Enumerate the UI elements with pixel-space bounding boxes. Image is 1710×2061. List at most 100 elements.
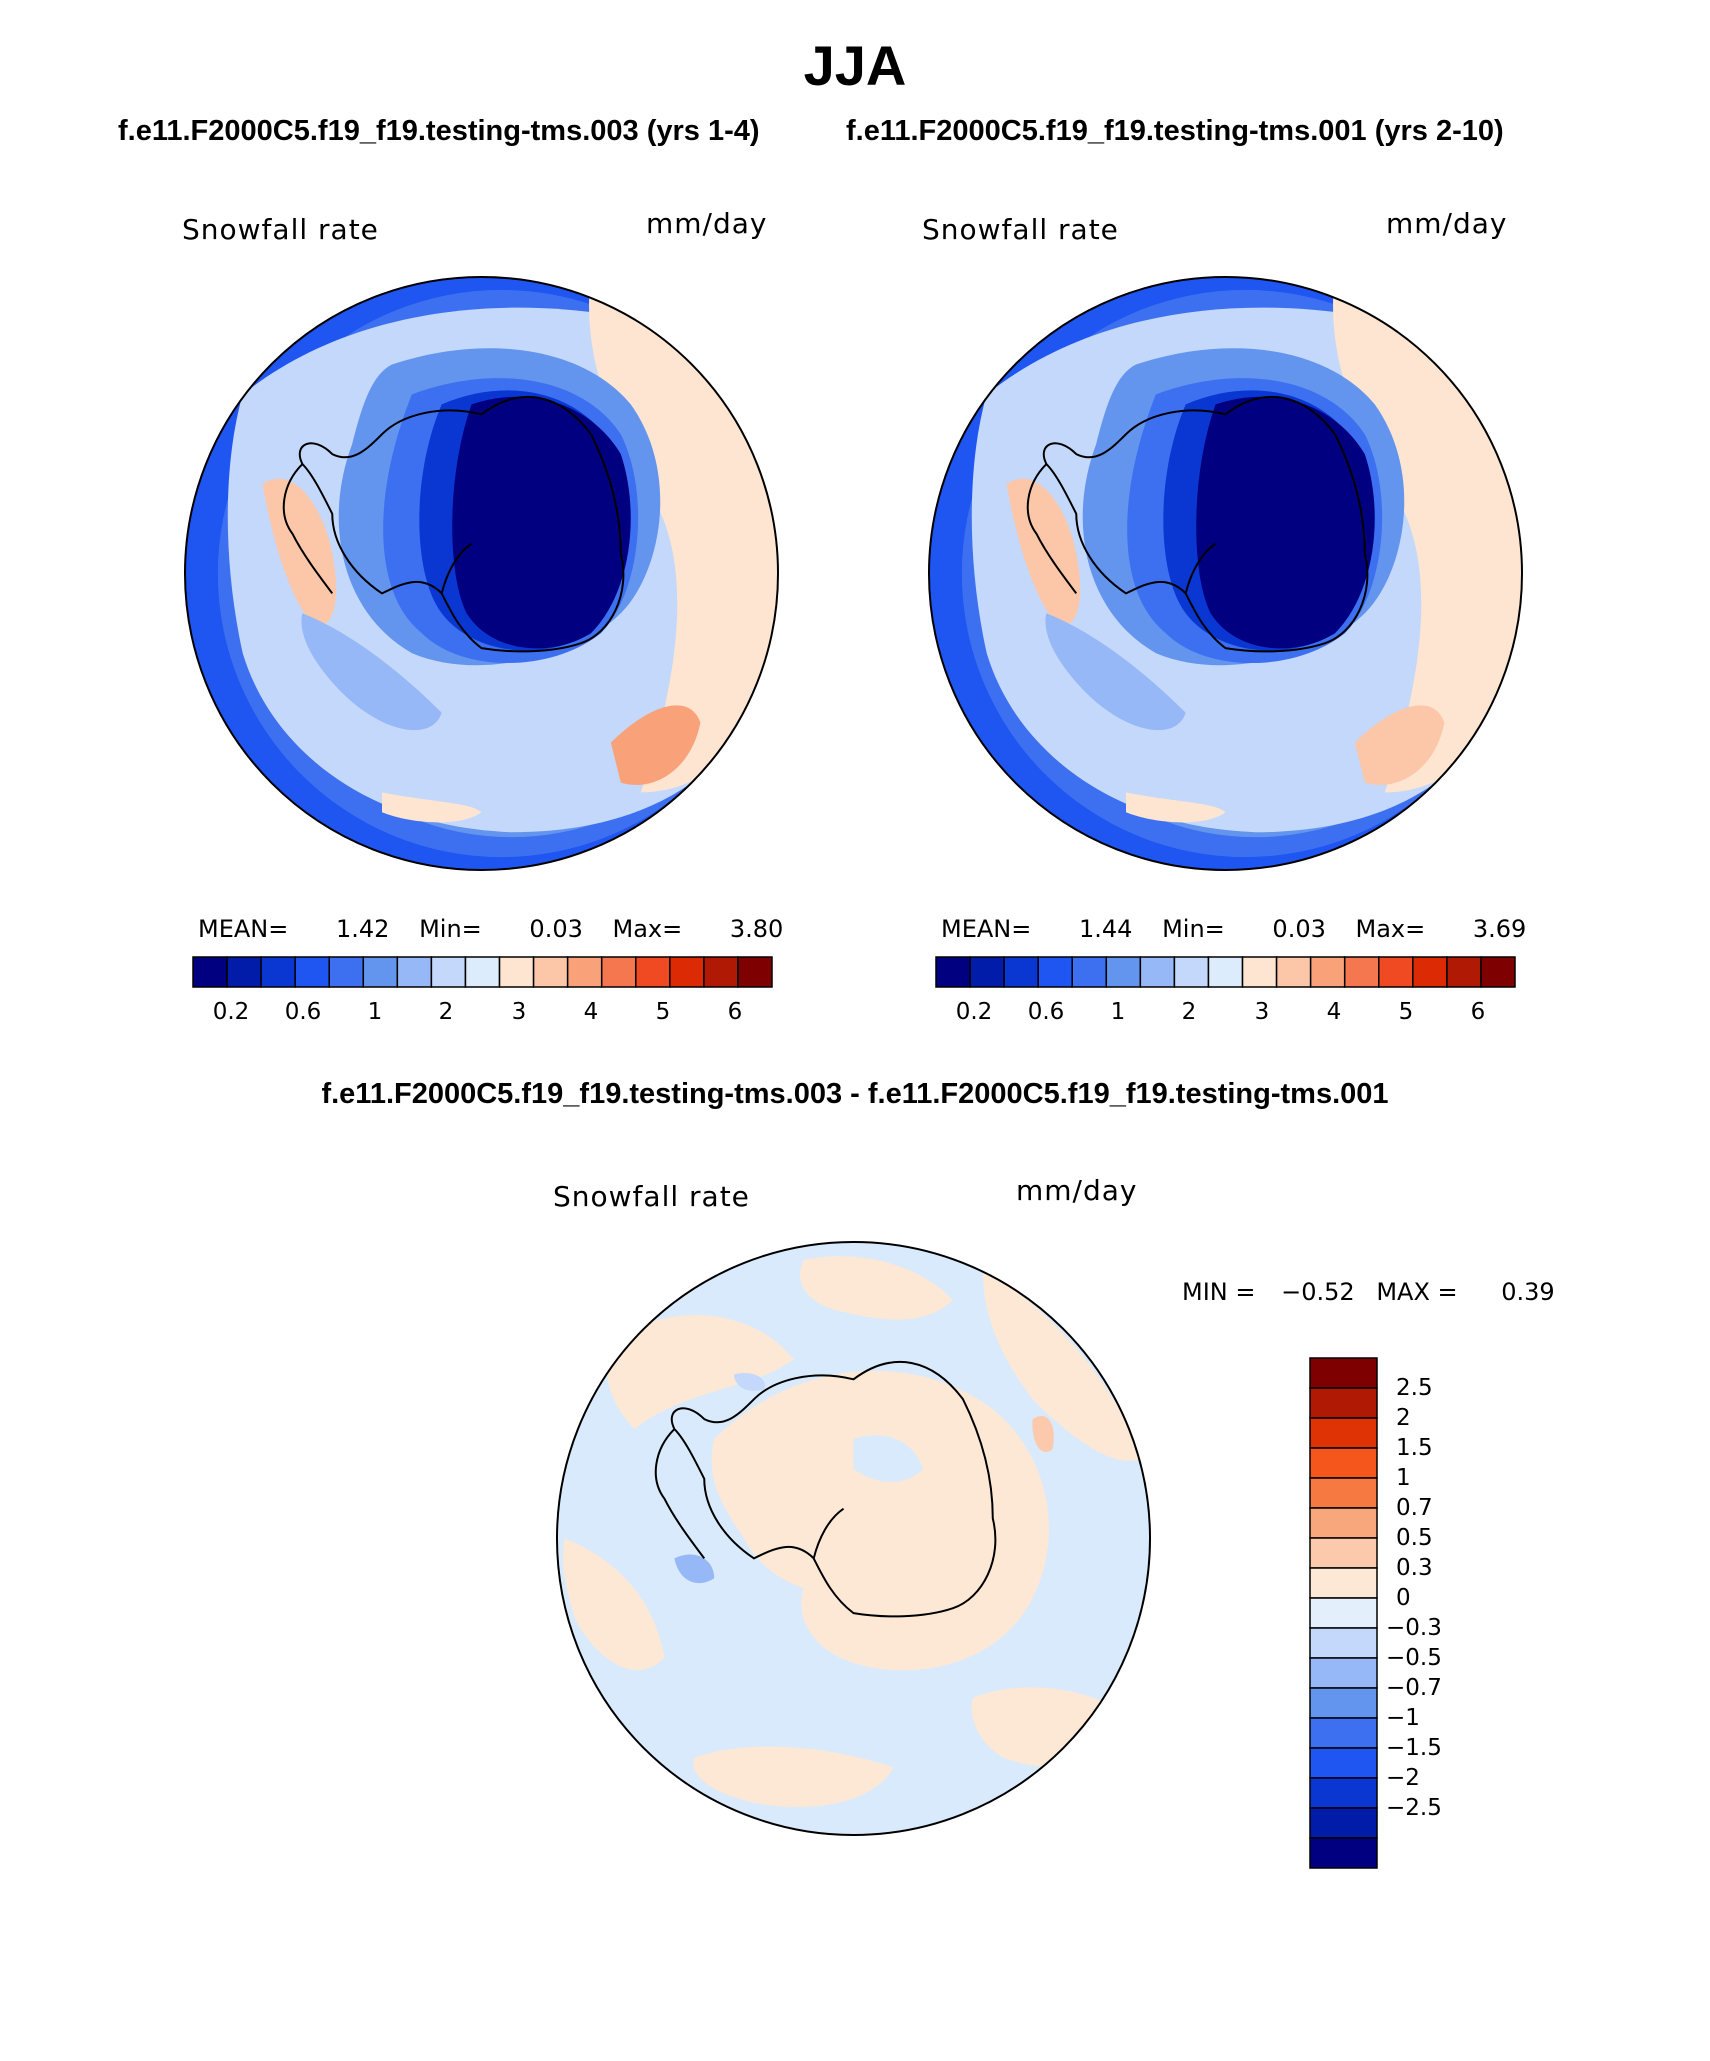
diff-tick-10: −0.7 bbox=[1386, 1675, 1442, 1701]
panel2-stats: MEAN= 1.44 Min= 0.03 Max= 3.69 bbox=[941, 914, 1526, 944]
panel2-polar-map bbox=[927, 275, 1524, 872]
panel1-colorbar-swatch-12 bbox=[600, 956, 637, 988]
diff-tick-13: −2 bbox=[1386, 1765, 1420, 1791]
panel1-colorbar-swatch-0 bbox=[192, 956, 228, 988]
panel2-colorbar-swatch-1 bbox=[969, 956, 1005, 988]
panel1-colorbar-swatch-10 bbox=[532, 956, 569, 988]
panel1-mean-value: 1.42 bbox=[336, 915, 390, 943]
panel1-tick-1: 0.6 bbox=[284, 999, 322, 1025]
diff-max-label: MAX = bbox=[1376, 1278, 1458, 1306]
panel1-tick-5: 4 bbox=[583, 999, 599, 1025]
diff-colorbar-swatch-7 bbox=[1309, 1567, 1378, 1599]
diff-units-label: mm/day bbox=[1016, 1174, 1138, 1207]
panel2-colorbar-swatch-5 bbox=[1105, 956, 1142, 988]
panel1-tick-4: 3 bbox=[511, 999, 527, 1025]
diff-colorbar-swatch-10 bbox=[1309, 1657, 1378, 1689]
diff-colorbar-swatch-5 bbox=[1309, 1507, 1378, 1539]
panel2-colorbar-swatch-13 bbox=[1378, 956, 1414, 988]
diff-colorbar-swatch-3 bbox=[1309, 1447, 1378, 1479]
panel2-tick-3: 2 bbox=[1181, 999, 1197, 1025]
diff-tick-0: 2.5 bbox=[1396, 1375, 1433, 1401]
panel1-min-label: Min= bbox=[419, 915, 482, 943]
diff-colorbar-swatch-8 bbox=[1309, 1597, 1378, 1629]
panel2-min-value: 0.03 bbox=[1272, 915, 1326, 943]
panel2-colorbar-swatch-2 bbox=[1003, 956, 1039, 988]
diff-tick-14: −2.5 bbox=[1386, 1795, 1442, 1821]
panel2-colorbar-swatch-7 bbox=[1173, 956, 1210, 988]
panel1-colorbar-swatch-13 bbox=[635, 956, 671, 988]
panel1-colorbar-swatch-4 bbox=[328, 956, 365, 988]
panel2-colorbar-swatch-14 bbox=[1412, 956, 1448, 988]
panel2-tick-1: 0.6 bbox=[1027, 999, 1065, 1025]
panel1-colorbar bbox=[192, 956, 773, 988]
panel1-colorbar-swatch-9 bbox=[498, 956, 535, 988]
diff-tick-3: 1 bbox=[1396, 1465, 1411, 1491]
panel1-max-value: 3.80 bbox=[729, 915, 784, 943]
diff-tick-2: 1.5 bbox=[1396, 1435, 1433, 1461]
panel2-tick-6: 5 bbox=[1398, 999, 1414, 1025]
panel2-colorbar bbox=[935, 956, 1516, 988]
panel1-colorbar-swatch-5 bbox=[362, 956, 399, 988]
panel2-tick-5: 4 bbox=[1326, 999, 1342, 1025]
panel2-mean-label: MEAN= bbox=[941, 915, 1032, 943]
panel1-colorbar-swatch-8 bbox=[464, 956, 501, 988]
panel2-colorbar-swatch-15 bbox=[1446, 956, 1482, 988]
diff-tick-12: −1.5 bbox=[1386, 1735, 1442, 1761]
panel2-tick-4: 3 bbox=[1254, 999, 1270, 1025]
diff-colorbar-swatch-2 bbox=[1309, 1417, 1378, 1449]
panel2-colorbar-swatch-16 bbox=[1480, 956, 1516, 988]
panel2-colorbar-swatch-9 bbox=[1241, 956, 1278, 988]
panel2-variable-label: Snowfall rate bbox=[922, 213, 1119, 246]
diff-tick-6: 0.3 bbox=[1396, 1555, 1433, 1581]
panel1-tick-2: 1 bbox=[367, 999, 383, 1025]
diff-colorbar-swatch-15 bbox=[1309, 1807, 1378, 1839]
diff-colorbar-swatch-13 bbox=[1309, 1747, 1378, 1779]
panel2-mean-value: 1.44 bbox=[1079, 915, 1133, 943]
diff-tick-1: 2 bbox=[1396, 1405, 1411, 1431]
diff-colorbar-swatch-14 bbox=[1309, 1777, 1378, 1809]
panel1-tick-6: 5 bbox=[655, 999, 671, 1025]
diff-variable-label: Snowfall rate bbox=[553, 1180, 750, 1213]
diff-min-label: MIN = bbox=[1182, 1278, 1256, 1306]
panel2-tick-0: 0.2 bbox=[955, 999, 993, 1025]
diff-stats: MIN = −0.52 MAX = 0.39 bbox=[1182, 1277, 1555, 1307]
diff-colorbar-swatch-1 bbox=[1309, 1387, 1378, 1419]
panel2-max-value: 3.69 bbox=[1472, 915, 1527, 943]
diff-colorbar-swatch-12 bbox=[1309, 1717, 1378, 1749]
panel2-colorbar-swatch-12 bbox=[1343, 956, 1380, 988]
panel1-colorbar-swatch-6 bbox=[396, 956, 433, 988]
panel1-colorbar-swatch-3 bbox=[294, 956, 330, 988]
panel2-colorbar-swatch-0 bbox=[935, 956, 971, 988]
diff-polar-map bbox=[555, 1240, 1152, 1837]
diff-colorbar bbox=[1309, 1357, 1378, 1869]
panel1-stats: MEAN= 1.42 Min= 0.03 Max= 3.80 bbox=[198, 914, 783, 944]
panel1-colorbar-swatch-11 bbox=[566, 956, 603, 988]
panel1-variable-label: Snowfall rate bbox=[182, 213, 379, 246]
panel2-min-label: Min= bbox=[1162, 915, 1225, 943]
diff-tick-7: 0 bbox=[1396, 1585, 1411, 1611]
diff-colorbar-swatch-6 bbox=[1309, 1537, 1378, 1569]
panel1-tick-3: 2 bbox=[438, 999, 454, 1025]
diff-min-value: −0.52 bbox=[1281, 1278, 1355, 1306]
panel2-colorbar-swatch-4 bbox=[1071, 956, 1108, 988]
diff-max-value: 0.39 bbox=[1501, 1278, 1555, 1306]
panel1-colorbar-swatch-16 bbox=[737, 956, 773, 988]
panel1-colorbar-swatch-1 bbox=[226, 956, 262, 988]
panel1-units-label: mm/day bbox=[646, 207, 768, 240]
panel1-min-value: 0.03 bbox=[529, 915, 583, 943]
panel1-mean-label: MEAN= bbox=[198, 915, 289, 943]
diff-tick-11: −1 bbox=[1386, 1705, 1420, 1731]
panel1-colorbar-swatch-7 bbox=[430, 956, 467, 988]
diff-colorbar-swatch-4 bbox=[1309, 1477, 1378, 1509]
panel2-colorbar-swatch-3 bbox=[1037, 956, 1073, 988]
panel2-colorbar-swatch-10 bbox=[1275, 956, 1312, 988]
panel2-colorbar-swatch-8 bbox=[1207, 956, 1244, 988]
difference-title: f.e11.F2000C5.f19_f19.testing-tms.003 - … bbox=[321, 1078, 1389, 1110]
diff-colorbar-swatch-11 bbox=[1309, 1687, 1378, 1719]
case-title-right: f.e11.F2000C5.f19_f19.testing-tms.001 (y… bbox=[846, 115, 1504, 147]
case-title-left: f.e11.F2000C5.f19_f19.testing-tms.003 (y… bbox=[118, 115, 760, 147]
panel2-colorbar-swatch-6 bbox=[1139, 956, 1176, 988]
panel2-tick-2: 1 bbox=[1110, 999, 1126, 1025]
panel2-colorbar-swatch-11 bbox=[1309, 956, 1346, 988]
page-title: JJA bbox=[803, 34, 907, 97]
